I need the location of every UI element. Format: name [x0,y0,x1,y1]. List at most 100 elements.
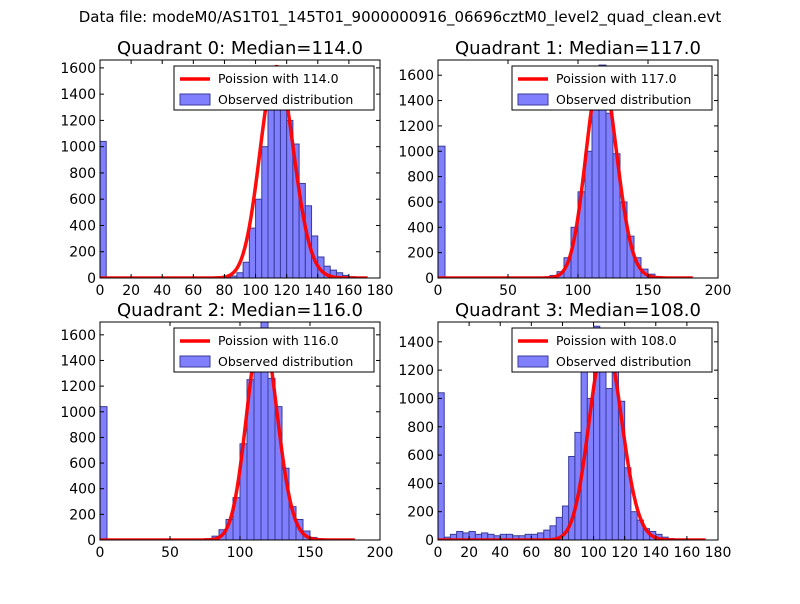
legend-label-observed: Observed distribution [556,354,691,369]
y-tick-label: 200 [407,246,434,262]
legend-label-fit: Poission with 108.0 [556,333,677,348]
x-tick-label: 150 [297,545,324,561]
legend-label-fit: Poission with 117.0 [556,71,677,86]
x-tick-label: 120 [611,545,638,561]
x-tick-label: 20 [122,283,140,299]
x-tick-label: 0 [434,545,443,561]
y-tick-label: 200 [69,245,96,261]
y-tick-label: 1400 [60,353,96,369]
histogram-bar [438,393,444,540]
y-tick-label: 600 [407,448,434,464]
x-tick-label: 60 [522,545,540,561]
y-tick-label: 1000 [60,140,96,156]
panel-title: Quadrant 1: Median=117.0 [455,38,701,59]
histogram-bar [100,141,106,278]
y-tick-label: 800 [407,420,434,436]
y-tick-label: 600 [69,456,96,472]
histogram-bar [249,228,255,278]
x-tick-label: 100 [565,283,592,299]
histogram-bar [237,273,243,278]
y-tick-label: 400 [69,218,96,234]
legend-label-fit: Poission with 116.0 [218,333,339,348]
legend: Poission with 116.0 Observed distribution [174,328,374,372]
y-tick-label: 400 [407,220,434,236]
legend-label-observed: Observed distribution [218,92,353,107]
y-tick-label: 1400 [398,94,434,110]
panel-title: Quadrant 2: Median=116.0 [117,300,363,321]
y-tick-label: 1400 [398,335,434,351]
y-tick-label: 600 [407,195,434,211]
y-tick-label: 0 [425,271,434,287]
histogram-bar [592,107,599,278]
y-tick-label: 1000 [60,405,96,421]
y-tick-label: 400 [69,482,96,498]
x-tick-label: 150 [635,283,662,299]
x-tick-label: 100 [242,283,269,299]
x-tick-label: 40 [491,545,509,561]
legend-bar-swatch [518,94,548,105]
y-tick-label: 0 [87,533,96,549]
x-tick-label: 20 [460,545,478,561]
histogram-bar [243,262,249,278]
histogram-bar [268,378,275,540]
histogram-bar [600,353,606,540]
y-tick-label: 0 [425,533,434,549]
histogram-bar [256,199,262,278]
x-tick-label: 0 [96,545,105,561]
legend-label-observed: Observed distribution [218,354,353,369]
histogram-bar [268,110,274,278]
figure-title: Data file: modeM0/AS1T01_145T01_90000009… [0,8,800,26]
x-tick-label: 200 [367,545,394,561]
histogram-bar [262,147,268,278]
x-tick-label: 50 [161,545,179,561]
x-tick-label: 180 [705,545,732,561]
legend-label-observed: Observed distribution [556,92,691,107]
x-tick-label: 80 [554,545,572,561]
y-tick-label: 1200 [60,379,96,395]
x-tick-label: 0 [96,283,105,299]
x-tick-label: 140 [304,283,331,299]
x-tick-label: 0 [434,283,443,299]
legend: Poission with 117.0 Observed distribution [512,66,712,110]
x-tick-label: 140 [642,545,669,561]
y-tick-label: 1000 [398,391,434,407]
y-tick-label: 1000 [398,144,434,160]
y-tick-label: 1400 [60,87,96,103]
x-tick-label: 100 [580,545,607,561]
x-tick-label: 40 [153,283,171,299]
panel-title: Quadrant 0: Median=114.0 [117,38,363,59]
histogram-bar [438,146,445,278]
histogram-bar [606,389,612,540]
y-tick-label: 600 [69,192,96,208]
x-tick-label: 120 [273,283,300,299]
histogram-bar [254,348,261,540]
y-tick-label: 800 [69,166,96,182]
y-tick-label: 1600 [398,68,434,84]
x-tick-label: 50 [499,283,517,299]
y-tick-label: 800 [407,170,434,186]
histogram-bar [631,512,637,540]
y-tick-label: 1600 [60,61,96,77]
y-tick-label: 0 [87,271,96,287]
legend-bar-swatch [180,356,210,367]
x-tick-label: 180 [367,283,394,299]
x-tick-label: 80 [216,283,234,299]
histogram-bar [606,113,613,278]
x-tick-label: 160 [674,545,701,561]
legend-bar-swatch [518,356,548,367]
y-tick-label: 1200 [60,113,96,129]
y-tick-label: 1200 [398,363,434,379]
histogram-bar [100,407,107,540]
x-tick-label: 160 [336,283,363,299]
y-tick-label: 1600 [60,328,96,344]
legend-bar-swatch [180,94,210,105]
legend-label-fit: Poission with 114.0 [218,71,339,86]
y-tick-label: 400 [407,476,434,492]
histogram-bar [585,151,592,278]
